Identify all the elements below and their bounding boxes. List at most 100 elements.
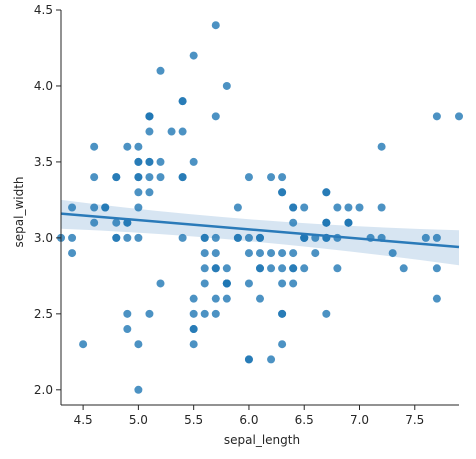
confidence-band xyxy=(61,199,459,266)
scatter-point xyxy=(432,233,441,242)
scatter-point xyxy=(233,203,242,212)
scatter-point xyxy=(244,279,253,288)
scatter-point xyxy=(388,249,397,258)
y-tick-label: 4.0 xyxy=(34,79,53,93)
scatter-point xyxy=(189,157,198,166)
scatter-point xyxy=(90,173,99,182)
x-tick-label: 7.0 xyxy=(350,413,369,427)
x-tick-label: 5.5 xyxy=(184,413,203,427)
scatter-point xyxy=(222,264,231,273)
scatter-point xyxy=(90,142,99,151)
scatter-point xyxy=(377,203,386,212)
scatter-point xyxy=(189,325,198,334)
scatter-point xyxy=(278,188,287,197)
scatter-point xyxy=(200,264,209,273)
x-tick-label: 5.0 xyxy=(129,413,148,427)
x-tick-label: 6.5 xyxy=(295,413,314,427)
scatter-point xyxy=(145,127,154,136)
scatter-point xyxy=(322,188,331,197)
scatter-point xyxy=(267,173,276,182)
scatter-point xyxy=(211,294,220,303)
scatter-point xyxy=(123,309,132,318)
scatter-point xyxy=(156,173,165,182)
scatter-point xyxy=(200,249,209,258)
scatter-point xyxy=(156,66,165,75)
scatter-point xyxy=(112,218,121,227)
scatter-point xyxy=(145,173,154,182)
scatter-point xyxy=(134,173,143,182)
scatter-point xyxy=(322,218,331,227)
scatter-point xyxy=(145,157,154,166)
scatter-point xyxy=(222,294,231,303)
x-tick-label: 6.0 xyxy=(239,413,258,427)
scatter-point xyxy=(145,188,154,197)
scatter-point xyxy=(344,203,353,212)
scatter-point xyxy=(145,112,154,121)
scatter-point xyxy=(134,203,143,212)
scatter-point xyxy=(244,249,253,258)
scatter-point xyxy=(256,233,264,242)
scatter-point xyxy=(289,218,298,227)
y-tick-label: 2.0 xyxy=(34,383,53,397)
scatter-point xyxy=(134,142,143,151)
scatter-point xyxy=(278,173,287,182)
x-tick-label: 4.5 xyxy=(74,413,93,427)
scatter-point xyxy=(432,112,441,121)
y-ticks: 2.0 2.5 3.0 3.5 4.0 4.5 xyxy=(34,3,61,397)
scatter-point xyxy=(68,233,77,242)
scatter-point xyxy=(256,264,264,273)
scatter-point xyxy=(134,157,143,166)
scatter-point xyxy=(134,188,143,197)
scatter-point xyxy=(101,203,110,212)
scatter-point xyxy=(432,264,441,273)
scatter-point xyxy=(134,233,143,242)
scatter-point xyxy=(222,81,231,90)
axes xyxy=(60,10,459,406)
scatter-point xyxy=(123,142,132,151)
scatter-point xyxy=(178,127,187,136)
scatter-point xyxy=(123,233,132,242)
scatter-point xyxy=(256,294,264,303)
scatter-point xyxy=(211,233,220,242)
scatter-point xyxy=(455,112,463,121)
scatter-point xyxy=(178,173,187,182)
scatter-point xyxy=(244,233,253,242)
scatter-point xyxy=(233,233,242,242)
scatter-point xyxy=(68,203,77,212)
scatter-point xyxy=(145,309,154,318)
scatter-point xyxy=(222,279,231,288)
y-tick-label: 3.0 xyxy=(34,231,53,245)
scatter-point xyxy=(112,233,121,242)
scatter-point xyxy=(355,203,364,212)
y-tick-label: 2.5 xyxy=(34,307,53,321)
scatter-point xyxy=(333,203,342,212)
regression-line xyxy=(60,212,460,249)
scatter-point xyxy=(278,249,287,258)
scatter-point xyxy=(90,218,99,227)
scatter-point xyxy=(134,385,143,394)
scatter-point xyxy=(189,294,198,303)
scatter-point xyxy=(112,173,121,182)
x-axis-label: sepal_length xyxy=(224,433,300,447)
scatter-point xyxy=(178,97,187,106)
scatter-point xyxy=(300,233,309,242)
scatter-point xyxy=(200,309,209,318)
scatter-point xyxy=(267,249,276,258)
scatter-point xyxy=(256,249,264,258)
scatter-point xyxy=(267,355,276,364)
scatter-point xyxy=(211,112,220,121)
scatter-point xyxy=(267,264,276,273)
scatter-point xyxy=(289,203,298,212)
scatter-point xyxy=(156,157,165,166)
scatter-point xyxy=(244,173,253,182)
confidence-band-layer xyxy=(61,199,459,266)
scatter-point xyxy=(211,249,220,258)
y-tick-label: 3.5 xyxy=(34,155,53,169)
scatter-point xyxy=(344,218,353,227)
scatter-point xyxy=(134,340,143,349)
scatter-point xyxy=(278,309,287,318)
scatter-point xyxy=(289,264,298,273)
x-ticks: 4.5 5.0 5.5 6.0 6.5 7.0 7.5 xyxy=(74,405,424,427)
